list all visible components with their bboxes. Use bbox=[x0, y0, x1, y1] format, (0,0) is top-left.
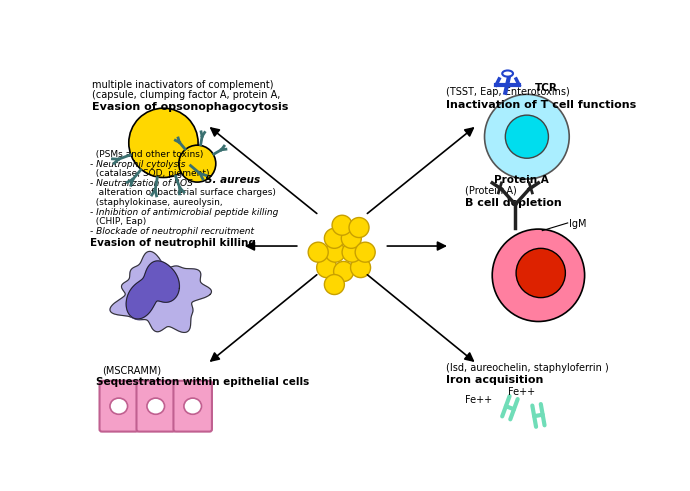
Circle shape bbox=[351, 258, 371, 277]
Circle shape bbox=[325, 242, 345, 262]
Circle shape bbox=[308, 242, 328, 262]
Circle shape bbox=[505, 115, 549, 158]
Ellipse shape bbox=[147, 398, 164, 414]
Text: (Protein A): (Protein A) bbox=[465, 186, 517, 196]
Text: Fe++: Fe++ bbox=[508, 387, 535, 397]
Text: S. aureus: S. aureus bbox=[205, 175, 260, 185]
Circle shape bbox=[516, 248, 565, 298]
Circle shape bbox=[484, 94, 569, 179]
Circle shape bbox=[349, 218, 369, 238]
Polygon shape bbox=[126, 261, 179, 319]
Text: (Isd, aureochelin, staphyloferrin ): (Isd, aureochelin, staphyloferrin ) bbox=[446, 363, 609, 373]
Circle shape bbox=[129, 108, 198, 178]
Ellipse shape bbox=[110, 398, 128, 414]
Text: B cell depletion: B cell depletion bbox=[465, 198, 562, 208]
FancyBboxPatch shape bbox=[99, 381, 138, 432]
Text: (catalase, SOD, pigment): (catalase, SOD, pigment) bbox=[90, 169, 210, 178]
Polygon shape bbox=[110, 251, 211, 332]
Text: Evasion of neutrophil killing: Evasion of neutrophil killing bbox=[90, 238, 256, 248]
Text: (staphylokinase, aureolysin,: (staphylokinase, aureolysin, bbox=[90, 197, 223, 207]
Text: Sequestration within epithelial cells: Sequestration within epithelial cells bbox=[96, 377, 309, 387]
Circle shape bbox=[332, 215, 352, 235]
Ellipse shape bbox=[184, 398, 201, 414]
Circle shape bbox=[317, 258, 337, 277]
Circle shape bbox=[342, 242, 362, 262]
Text: - Blockade of neutrophil recruitment: - Blockade of neutrophil recruitment bbox=[90, 227, 255, 236]
Text: Iron acquisition: Iron acquisition bbox=[446, 376, 544, 385]
Circle shape bbox=[324, 274, 344, 295]
Text: TCR: TCR bbox=[535, 83, 558, 93]
Text: Fe++: Fe++ bbox=[465, 395, 493, 405]
Text: - Neutrophil cytolysis: - Neutrophil cytolysis bbox=[90, 160, 186, 169]
Text: - Inhibition of antimicrobial peptide killing: - Inhibition of antimicrobial peptide ki… bbox=[90, 208, 279, 217]
Text: - Neutralization of ROS: - Neutralization of ROS bbox=[90, 179, 193, 188]
FancyBboxPatch shape bbox=[173, 381, 212, 432]
Circle shape bbox=[342, 228, 362, 248]
Text: Inactivation of T cell functions: Inactivation of T cell functions bbox=[446, 100, 636, 109]
Text: Protein A: Protein A bbox=[494, 175, 549, 185]
Circle shape bbox=[324, 228, 344, 248]
Text: (MSCRAMM): (MSCRAMM) bbox=[102, 365, 161, 376]
Circle shape bbox=[179, 145, 216, 182]
Circle shape bbox=[333, 261, 353, 281]
Text: Evasion of opsonophagocytosis: Evasion of opsonophagocytosis bbox=[92, 102, 288, 112]
Circle shape bbox=[492, 229, 584, 322]
Text: (capsule, clumping factor A, protein A,: (capsule, clumping factor A, protein A, bbox=[92, 90, 280, 100]
Text: (PSMs and other toxins): (PSMs and other toxins) bbox=[90, 150, 204, 159]
Text: IgM: IgM bbox=[569, 219, 586, 229]
FancyBboxPatch shape bbox=[137, 381, 175, 432]
Text: (TSST, Eap, Enterotoxins): (TSST, Eap, Enterotoxins) bbox=[446, 87, 570, 97]
Text: alteration of bacterial surface charges): alteration of bacterial surface charges) bbox=[90, 188, 276, 197]
Text: (CHIP, Eap): (CHIP, Eap) bbox=[90, 217, 146, 226]
Circle shape bbox=[355, 242, 375, 262]
Ellipse shape bbox=[502, 71, 513, 77]
Text: multiple inactivators of complement): multiple inactivators of complement) bbox=[92, 80, 273, 90]
